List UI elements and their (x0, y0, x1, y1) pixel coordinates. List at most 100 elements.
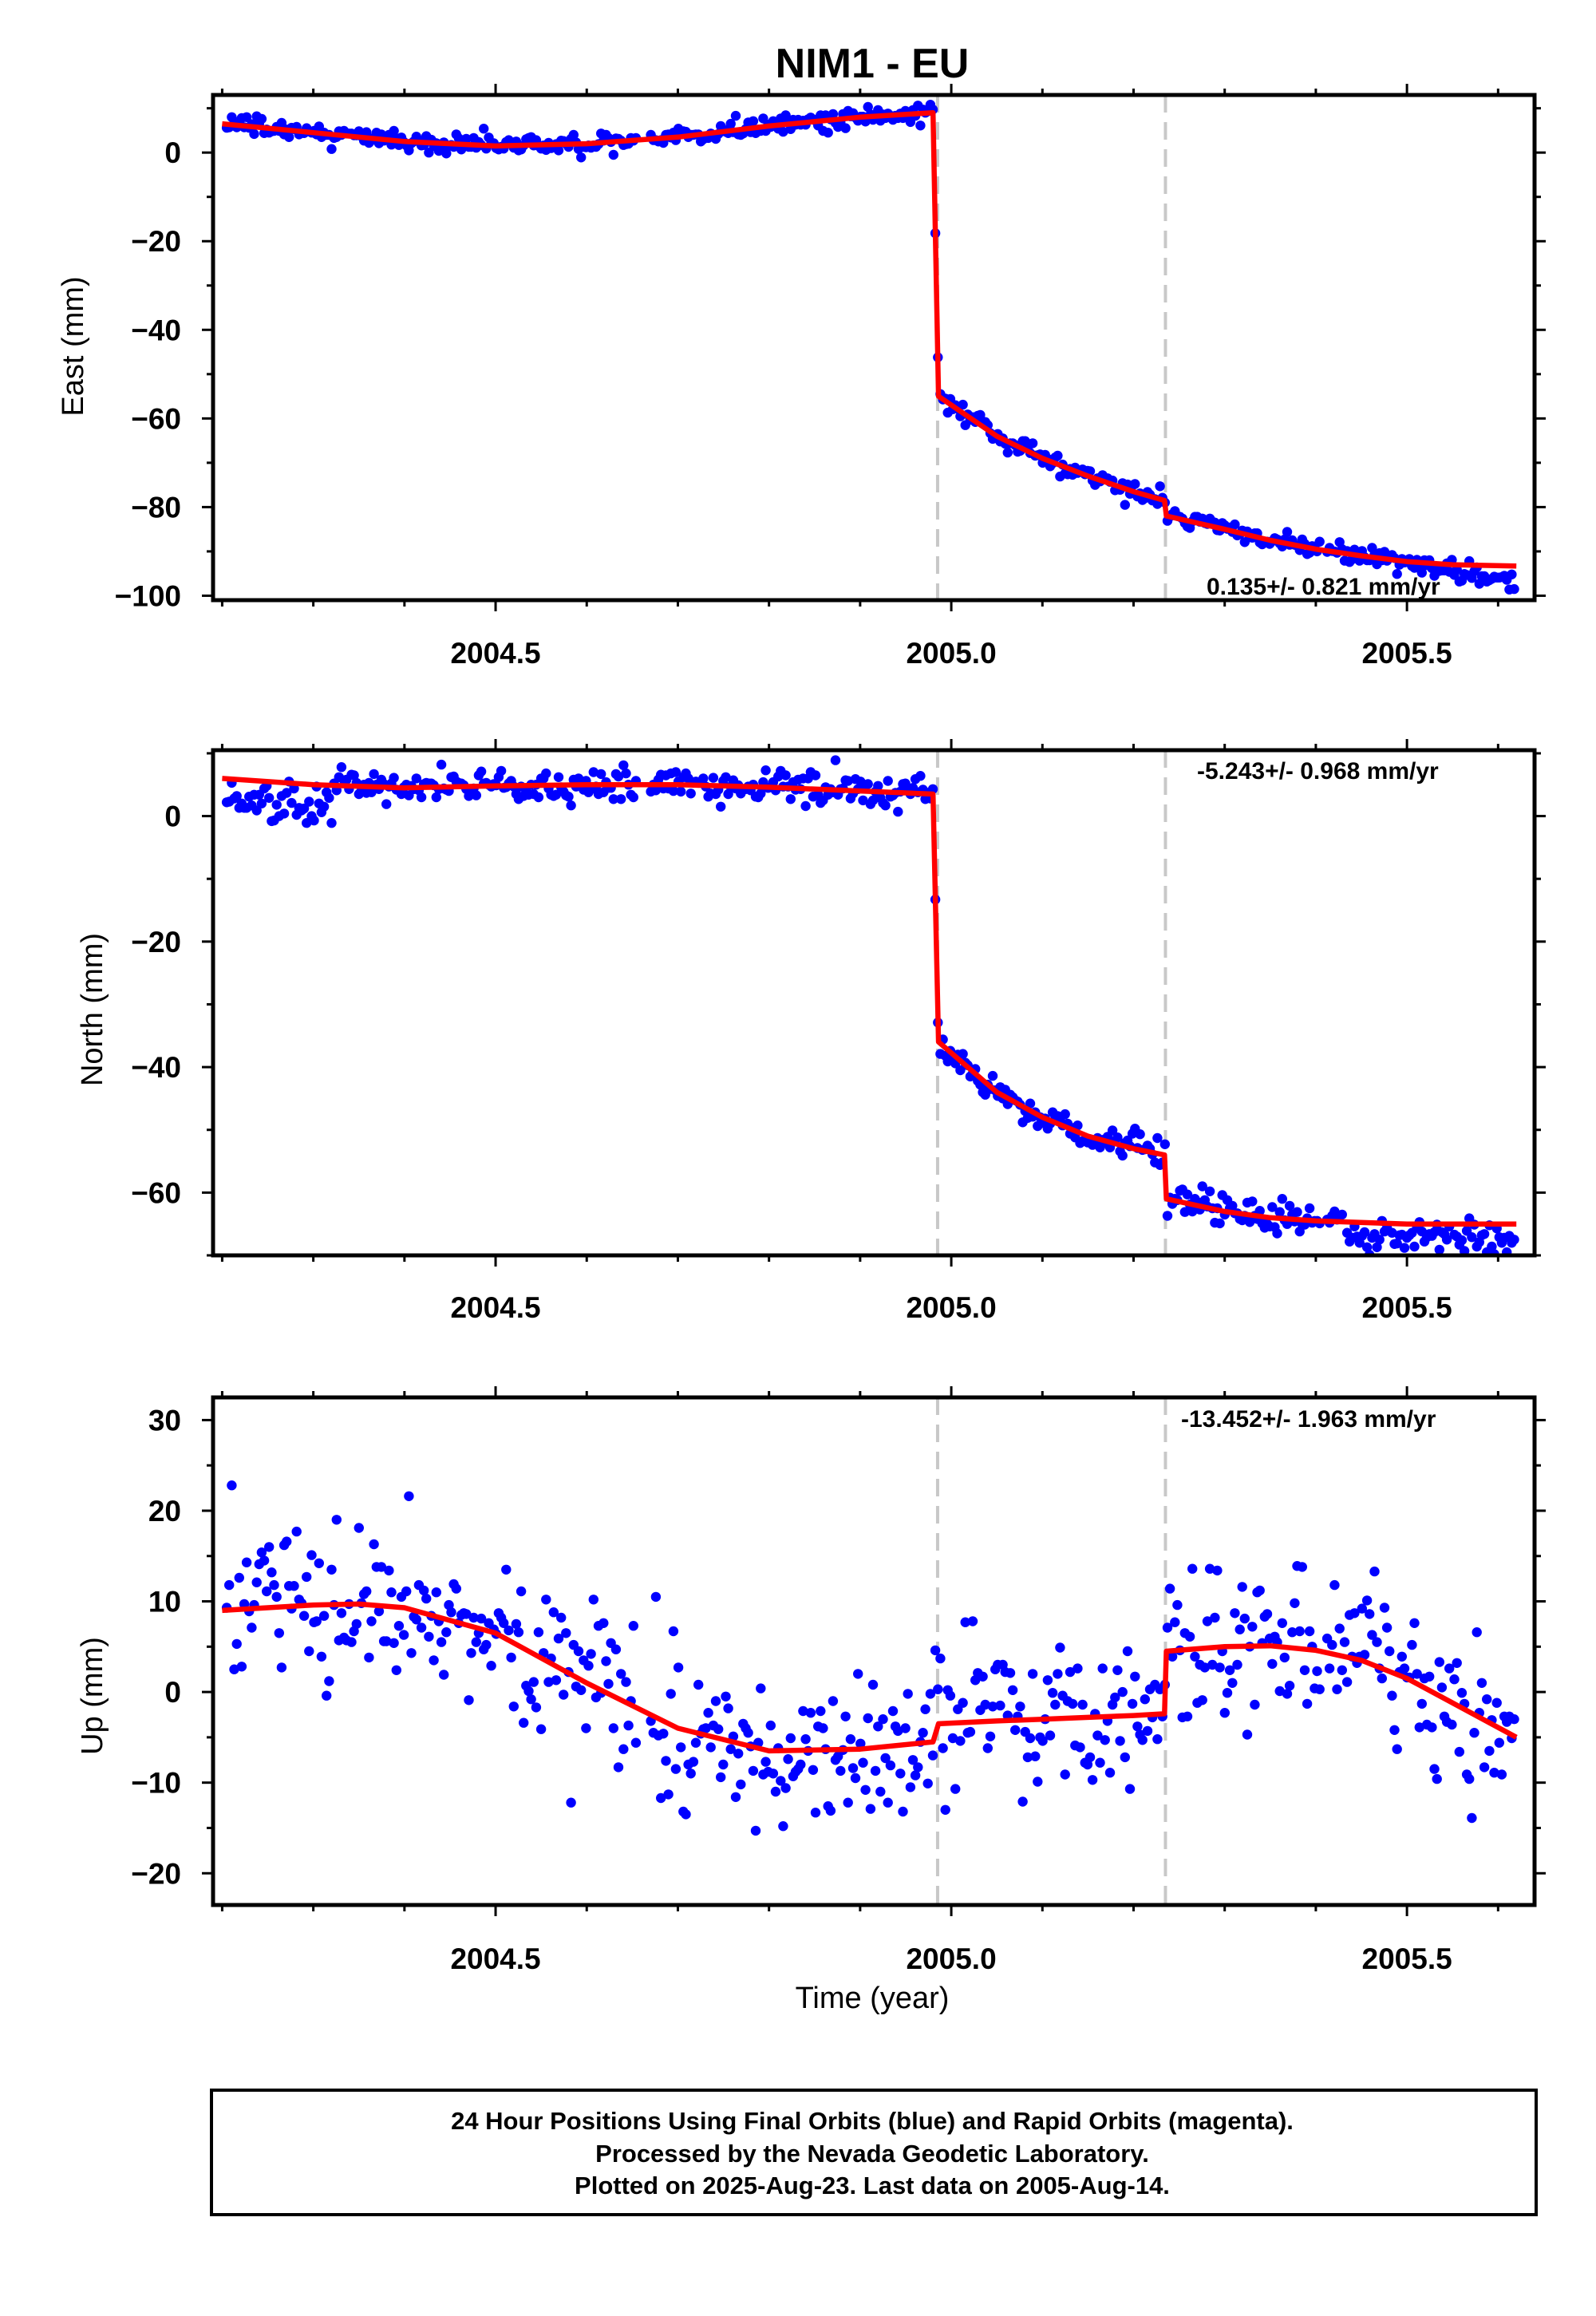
north-data-point (302, 818, 312, 828)
up-data-point (1365, 1609, 1375, 1619)
up-data-point (262, 1586, 272, 1597)
up-data-point (985, 1731, 996, 1741)
up-data-point (573, 1646, 584, 1657)
north-data-point (349, 770, 359, 781)
up-data-point (561, 1628, 571, 1638)
up-data-point (960, 1617, 970, 1627)
up-data-point (608, 1723, 618, 1733)
north-data-point (596, 769, 606, 780)
east-data-point (828, 109, 839, 120)
up-data-point (1414, 1722, 1425, 1733)
up-data-point (1369, 1566, 1380, 1577)
up-data-point (673, 1662, 684, 1673)
up-data-point (918, 1728, 928, 1738)
up-data-point (1207, 1659, 1218, 1670)
east-data-point (441, 148, 452, 159)
up-data-point (391, 1665, 401, 1675)
up-data-point (1190, 1651, 1200, 1662)
up-ytick-label: 30 (148, 1404, 181, 1437)
up-data-point (302, 1571, 312, 1583)
up-data-point (1329, 1579, 1340, 1591)
east-data-point (1392, 569, 1402, 579)
up-data-point (1287, 1627, 1298, 1638)
up-data-point (1476, 1678, 1487, 1688)
up-data-point (1110, 1692, 1120, 1703)
north-data-point (760, 765, 771, 776)
north-data-point (416, 792, 427, 803)
up-data-point (416, 1622, 427, 1633)
up-data-point (810, 1808, 821, 1818)
up-data-point (863, 1713, 873, 1724)
up-data-point (1484, 1745, 1495, 1757)
up-data-point (681, 1809, 691, 1820)
north-data-point (431, 792, 441, 803)
up-data-point (910, 1770, 921, 1780)
north-xtick-label: 2005.5 (1362, 1291, 1452, 1324)
north-ytick-label: −60 (131, 1176, 181, 1209)
north-data-point (716, 801, 726, 812)
north-data-point (588, 767, 598, 777)
up-data-point (1182, 1711, 1193, 1721)
up-data-point (800, 1734, 811, 1745)
up-data-point (743, 1728, 753, 1738)
north-data-point (650, 785, 662, 796)
up-panel: Up (mm) -13.452+/- 1.963 mm/yr 2004.5 200… (76, 1386, 1546, 1975)
up-data-point (1224, 1665, 1235, 1675)
east-data-point (1155, 481, 1165, 492)
up-data-point (1130, 1671, 1140, 1682)
north-data-point (563, 792, 574, 802)
up-data-point (361, 1586, 372, 1597)
up-data-point (935, 1653, 946, 1664)
up-data-point (231, 1638, 242, 1650)
up-data-point (535, 1724, 547, 1734)
up-data-point (1396, 1651, 1408, 1662)
east-data-point (1027, 438, 1038, 449)
up-data-point (1456, 1688, 1468, 1698)
up-data-point (1267, 1658, 1278, 1670)
up-data-point (1467, 1812, 1477, 1824)
up-data-point (1357, 1603, 1368, 1614)
east-data-point (1416, 567, 1428, 578)
up-data-point (670, 1764, 681, 1774)
up-data-point (736, 1779, 746, 1790)
north-data-point (858, 795, 868, 806)
up-data-point (1210, 1612, 1220, 1623)
up-data-point (1447, 1719, 1457, 1730)
north-data-point (955, 1065, 966, 1076)
north-data-point (708, 773, 719, 783)
up-data-point (1219, 1708, 1231, 1718)
up-data-point (1389, 1725, 1400, 1735)
up-data-point (1087, 1775, 1098, 1785)
up-data-point (1162, 1622, 1173, 1633)
north-data-point (618, 760, 629, 771)
up-data-point (499, 1618, 509, 1629)
up-data-point (907, 1755, 918, 1765)
north-data-point (1487, 1241, 1497, 1252)
north-rate-label: -5.243+/- 0.968 mm/yr (1197, 758, 1439, 785)
east-data-point (256, 113, 267, 124)
up-data-point (421, 1593, 432, 1604)
east-data-point (730, 110, 741, 121)
up-data-point (880, 1753, 891, 1764)
up-data-point (1385, 1646, 1395, 1657)
up-data-point (1377, 1673, 1388, 1684)
east-data-point (778, 126, 788, 137)
north-data-point (279, 808, 290, 819)
up-data-point (618, 1744, 629, 1754)
up-data-point (718, 1759, 729, 1770)
up-data-point (1277, 1618, 1288, 1629)
east-data-point (608, 149, 618, 160)
east-ytick-label: −100 (115, 579, 181, 612)
up-data-point (895, 1769, 906, 1779)
up-data-point (723, 1703, 733, 1713)
up-data-point (685, 1769, 696, 1779)
up-data-point (1227, 1678, 1238, 1688)
up-data-point (304, 1646, 314, 1657)
up-data-point (486, 1661, 496, 1671)
up-data-point (1349, 1608, 1360, 1618)
up-data-point (855, 1738, 866, 1749)
up-data-point (843, 1797, 853, 1808)
north-data-point (1392, 1238, 1402, 1249)
north-data-point (880, 800, 891, 811)
east-model-line (222, 109, 1517, 569)
